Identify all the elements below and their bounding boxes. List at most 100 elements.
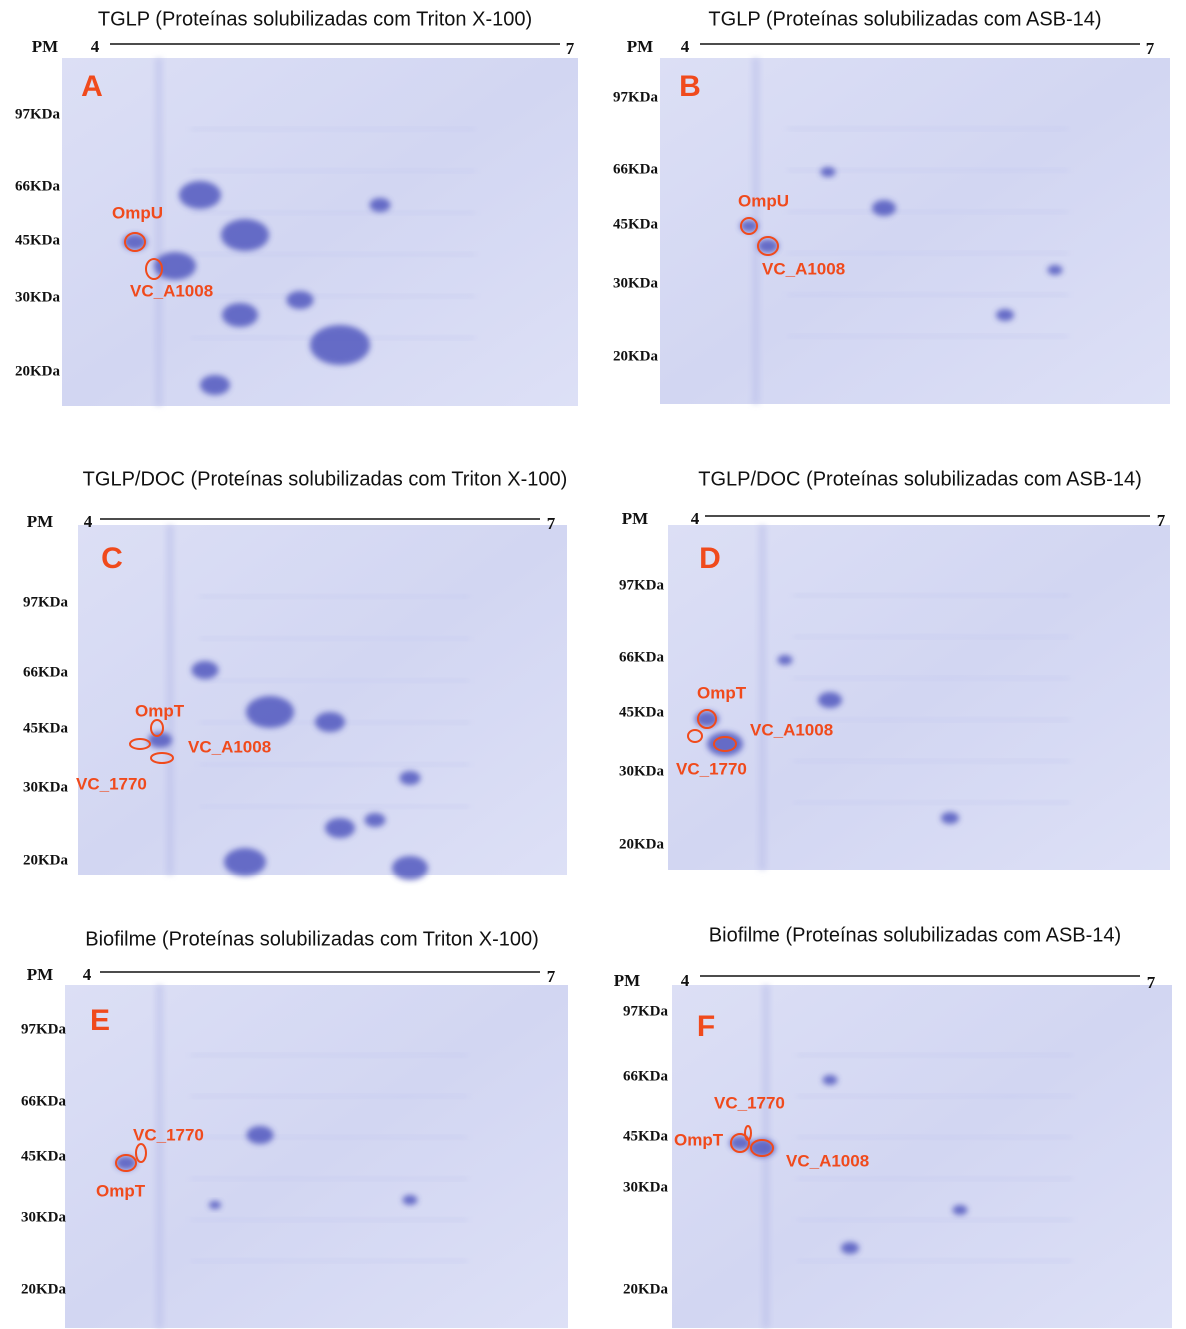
panel-title: Biofilme (Proteínas solubilizadas com Tr… bbox=[85, 928, 539, 950]
gel-streak bbox=[200, 679, 470, 682]
protein-spot bbox=[777, 655, 793, 665]
mw-marker: 45KDa bbox=[619, 704, 665, 720]
mw-marker: 30KDa bbox=[15, 289, 61, 305]
mw-marker: 30KDa bbox=[613, 275, 659, 291]
protein-spot bbox=[818, 692, 842, 708]
spot-label: VC_A1008 bbox=[750, 720, 833, 739]
spot-circle bbox=[740, 217, 758, 235]
mw-marker: 97KDa bbox=[623, 1003, 669, 1019]
mw-marker: 20KDa bbox=[21, 1281, 67, 1297]
ph-start: 4 bbox=[681, 37, 690, 56]
mw-marker: 97KDa bbox=[619, 577, 665, 593]
protein-spot bbox=[286, 291, 314, 309]
protein-spot bbox=[246, 1126, 274, 1144]
gel-image bbox=[78, 525, 567, 875]
protein-spot bbox=[222, 303, 258, 327]
gel-streak bbox=[200, 595, 470, 598]
spot-label: VC_A1008 bbox=[130, 281, 213, 300]
mw-marker: 45KDa bbox=[623, 1128, 669, 1144]
gel-streak bbox=[190, 1094, 468, 1098]
ph-start: 4 bbox=[681, 971, 690, 990]
gel-panel: TGLP/DOC (Proteínas solubilizadas com AS… bbox=[619, 468, 1170, 870]
gel-panel: TGLP (Proteínas solubilizadas com ASB-14… bbox=[613, 8, 1170, 404]
mw-marker: 20KDa bbox=[613, 348, 659, 364]
protein-spot bbox=[123, 234, 147, 250]
protein-spot bbox=[695, 711, 719, 727]
pm-label: PM bbox=[614, 971, 640, 990]
panel-title: TGLP/DOC (Proteínas solubilizadas com AS… bbox=[698, 468, 1142, 490]
gel-streak bbox=[191, 252, 475, 256]
protein-spot bbox=[399, 771, 421, 785]
gel-streak bbox=[200, 763, 470, 766]
pm-label: PM bbox=[27, 512, 53, 531]
protein-spot bbox=[757, 239, 779, 253]
gel-panel: Biofilme (Proteínas solubilizadas com AS… bbox=[614, 924, 1172, 1328]
ph-start: 4 bbox=[83, 965, 92, 984]
spot-circle bbox=[145, 258, 163, 280]
gel-streak bbox=[787, 210, 1068, 214]
gel-streak bbox=[190, 1177, 468, 1181]
spot-circle bbox=[687, 729, 703, 743]
gel-streak bbox=[200, 805, 470, 808]
spot-circle bbox=[744, 1125, 752, 1141]
protein-spot bbox=[996, 309, 1014, 321]
gel-panel: TGLP (Proteínas solubilizadas com Triton… bbox=[15, 8, 578, 406]
spot-circle bbox=[730, 1133, 750, 1153]
panel-letter: B bbox=[679, 70, 701, 103]
spot-circle bbox=[129, 738, 151, 750]
protein-spot bbox=[246, 696, 294, 728]
gel-streak bbox=[190, 1259, 468, 1263]
mw-marker: 30KDa bbox=[623, 1179, 669, 1195]
gel-streak bbox=[154, 58, 163, 406]
spot-label: VC_1770 bbox=[76, 774, 147, 793]
mw-marker: 20KDa bbox=[623, 1281, 669, 1297]
gel-streak bbox=[190, 1135, 468, 1139]
pm-label: PM bbox=[627, 37, 653, 56]
panel-title: TGLP/DOC (Proteínas solubilizadas com Tr… bbox=[83, 468, 568, 490]
gel-panel: Biofilme (Proteínas solubilizadas com Tr… bbox=[21, 928, 568, 1328]
spot-circle bbox=[697, 709, 717, 729]
gel-image bbox=[672, 985, 1172, 1328]
protein-spot bbox=[748, 1139, 776, 1157]
gel-streak bbox=[793, 635, 1070, 639]
pm-label: PM bbox=[27, 965, 53, 984]
ph-start: 4 bbox=[84, 512, 93, 531]
protein-spot bbox=[191, 661, 219, 679]
gel-streak bbox=[155, 985, 164, 1328]
gel-image bbox=[660, 58, 1170, 404]
panel-letter: F bbox=[697, 1010, 715, 1043]
protein-spot bbox=[325, 818, 355, 838]
spot-circle bbox=[150, 719, 164, 737]
gel-streak bbox=[787, 334, 1068, 338]
protein-spot bbox=[369, 198, 391, 212]
protein-spot bbox=[820, 167, 836, 177]
spot-circle bbox=[115, 1154, 137, 1172]
spot-label: VC_1770 bbox=[714, 1093, 785, 1112]
mw-marker: 66KDa bbox=[619, 649, 665, 665]
spot-label: OmpU bbox=[112, 203, 163, 222]
mw-marker: 45KDa bbox=[613, 216, 659, 232]
mw-marker: 20KDa bbox=[23, 852, 69, 868]
spot-label: VC_A1008 bbox=[762, 259, 845, 278]
spot-label: VC_1770 bbox=[133, 1125, 204, 1144]
panel-title: TGLP (Proteínas solubilizadas com Triton… bbox=[98, 8, 532, 30]
protein-spot bbox=[402, 1195, 418, 1205]
protein-spot bbox=[941, 812, 959, 824]
protein-spot bbox=[841, 1242, 859, 1254]
spot-label: OmpU bbox=[738, 191, 789, 210]
protein-spot bbox=[154, 252, 196, 280]
gel-streak bbox=[190, 1053, 468, 1057]
mw-marker: 30KDa bbox=[23, 779, 69, 795]
gel-streak bbox=[190, 1218, 468, 1222]
gel-streak bbox=[787, 127, 1068, 131]
spot-circle bbox=[750, 1139, 774, 1157]
protein-spot bbox=[364, 813, 386, 827]
spot-label: VC_1770 bbox=[676, 759, 747, 778]
spot-label: OmpT bbox=[96, 1181, 146, 1200]
gel-streak bbox=[758, 525, 767, 870]
mw-marker: 45KDa bbox=[23, 720, 69, 736]
mw-marker: 45KDa bbox=[21, 1148, 67, 1164]
ph-end: 7 bbox=[1147, 973, 1156, 992]
protein-spot bbox=[200, 375, 230, 395]
